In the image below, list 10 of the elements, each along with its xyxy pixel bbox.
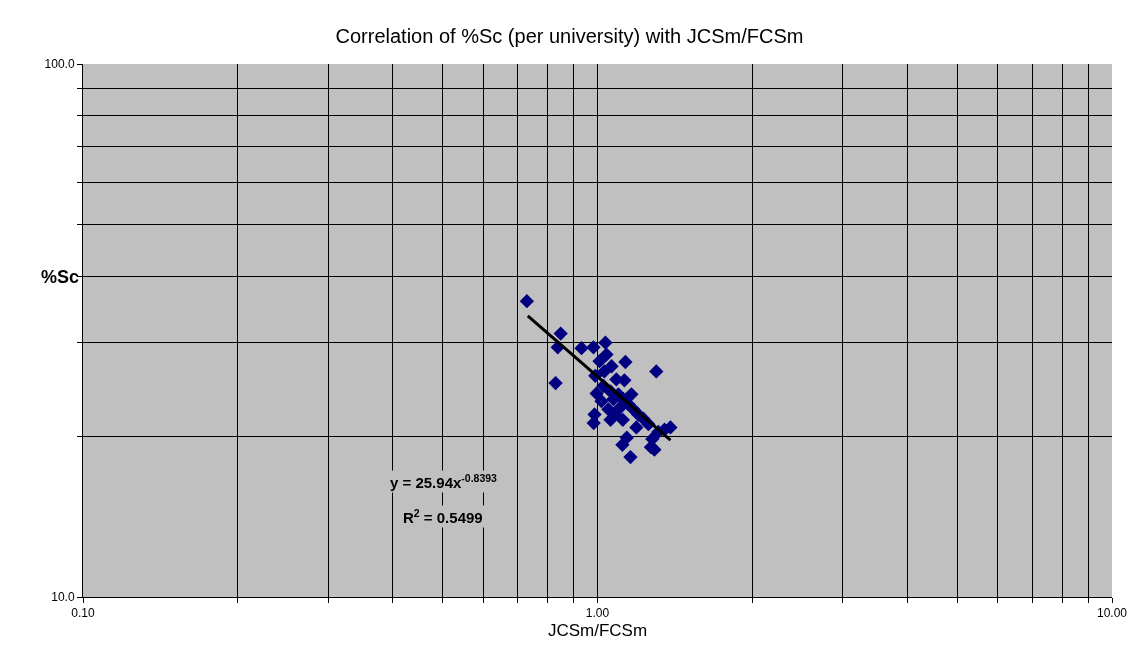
annotation: R$^{2}$ = 0.5499 (403, 507, 483, 527)
y-axis-title: %Sc (41, 267, 80, 287)
chart-title: Correlation of %Sc (per university) with JCSm/FCSm (335, 25, 804, 48)
x-axis-title: JCSm/FCSm (547, 620, 648, 640)
annotation: y = 25.94x$^{-0.8393}$ (390, 472, 498, 492)
y-tick-label: 10.0 (51, 590, 75, 605)
x-tick-label: 10.00 (1096, 606, 1128, 621)
x-tick-label: 1.00 (585, 606, 610, 621)
x-tick-label: 0.10 (71, 606, 95, 621)
y-tick-label: 100.0 (44, 57, 75, 72)
